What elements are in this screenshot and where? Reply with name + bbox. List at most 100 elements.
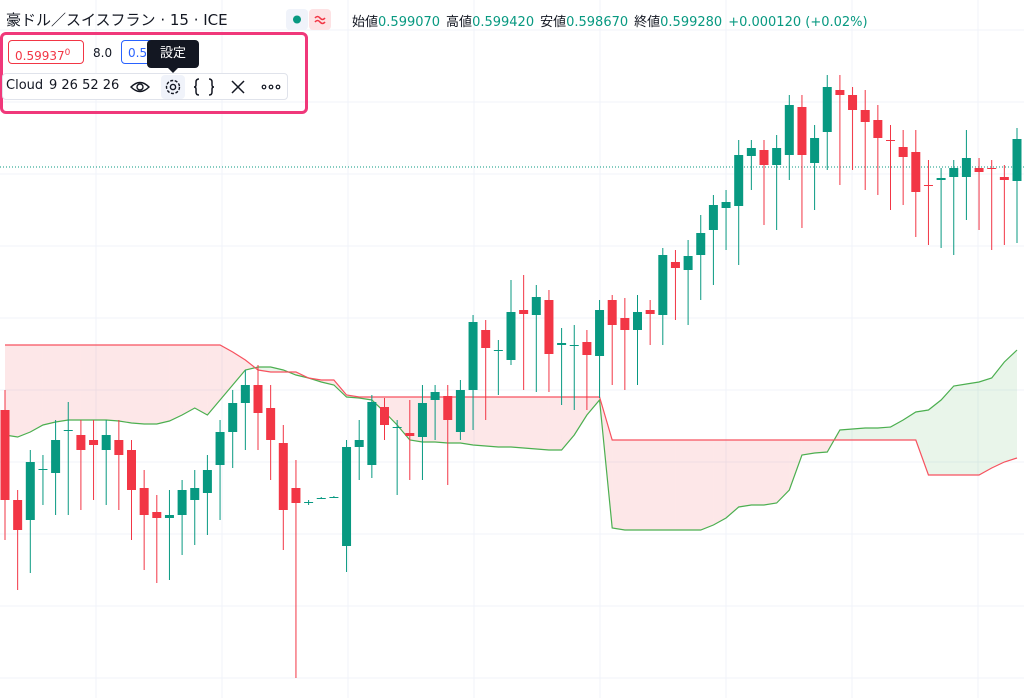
cloud-fill [675, 440, 689, 530]
tooltip-arrow [167, 67, 179, 73]
candle-body [443, 396, 453, 420]
cloud-line [5, 344, 1018, 476]
candle-body [430, 392, 440, 400]
candle-body [658, 255, 668, 315]
candle-body [76, 435, 86, 450]
cloud-line [4, 349, 1018, 531]
candle-body [936, 178, 946, 180]
indicator-params[interactable]: 9 26 52 26 [49, 78, 120, 93]
spread: 8.0 [93, 46, 113, 60]
candle-body [13, 500, 23, 530]
ohlc-values: 始値0.599070 高値0.599420 安値0.598670 終値0.599280… [352, 11, 868, 30]
cloud-fill [1004, 350, 1017, 462]
tooltip: 設定 [147, 40, 199, 68]
cloud-fill [852, 428, 866, 440]
delay-status[interactable] [309, 9, 331, 30]
cloud-fill [523, 397, 537, 449]
eye-icon[interactable] [130, 81, 150, 93]
candle-body [468, 322, 478, 390]
cloud-fill [662, 440, 676, 530]
cloud-fill [688, 440, 701, 530]
ohlc-label: 始値 [352, 15, 379, 30]
cloud-fill [182, 345, 195, 415]
candle-body [177, 490, 187, 515]
cloud-fill [80, 345, 94, 420]
candle-body [595, 310, 605, 356]
candle-body [822, 87, 832, 132]
candle-body [544, 300, 554, 354]
candle-body [620, 318, 630, 330]
indicator-name[interactable]: Cloud [6, 78, 44, 93]
candle-body [860, 110, 870, 122]
cloud-fill [979, 378, 992, 475]
candle-body [506, 312, 516, 360]
candle-body [848, 95, 858, 110]
cloud-fill [156, 345, 170, 424]
candle-body [240, 385, 250, 403]
candle-body [949, 168, 959, 177]
change: +0.000120 (+0.02%) [728, 15, 868, 30]
cloud-fill [207, 345, 221, 415]
cloud-fill [118, 345, 132, 423]
candle-body [519, 310, 529, 314]
candle-body [329, 497, 339, 498]
candle-body [202, 470, 212, 493]
sell-price-pip: 0 [64, 48, 71, 58]
cloud-fill [194, 345, 208, 415]
candle-body [190, 488, 200, 500]
candle-body [392, 427, 402, 428]
candle-body [670, 262, 680, 268]
settings-icon[interactable] [161, 75, 185, 99]
candle-body [784, 105, 794, 155]
candle-body [493, 350, 503, 351]
indicator-toolbar [130, 75, 281, 99]
candle-body [0, 410, 10, 500]
candle-body [683, 256, 693, 270]
candle-body [721, 202, 731, 208]
candle-body [797, 107, 807, 155]
cloud-fill [55, 345, 69, 422]
symbol-title[interactable]: 豪ドル／スイスフラン · 15 · ICE [6, 11, 228, 29]
candle-body [278, 443, 288, 510]
remove-icon[interactable] [231, 80, 245, 94]
candle-body [481, 330, 491, 348]
candle-body [114, 440, 124, 455]
candle-body [607, 300, 617, 325]
candle-body [367, 402, 377, 465]
cloud-fill [612, 440, 625, 530]
cloud-fill [536, 397, 549, 450]
ohlc-label: 安値 [540, 15, 567, 30]
sell-button[interactable]: 0.599370 [8, 40, 84, 64]
cloud-fill [498, 397, 511, 447]
candle-body [911, 152, 921, 192]
cloud-fill [991, 362, 1005, 468]
candle-body [1012, 139, 1022, 181]
candle-body [759, 150, 769, 165]
market-status[interactable] [286, 9, 308, 30]
source-code-icon[interactable] [193, 78, 215, 96]
cloud-fill [776, 440, 790, 503]
ohlc-value: 0.599070 [378, 15, 441, 30]
candle-body [152, 512, 162, 518]
candle-body [923, 185, 933, 186]
cloud-fill [839, 429, 853, 440]
cloud-fill [928, 400, 942, 475]
candle-body [63, 430, 73, 431]
candle-body [987, 168, 997, 169]
more-icon[interactable] [261, 84, 281, 90]
ohlc-value: 0.599280 [660, 15, 723, 30]
candle-body [89, 440, 99, 445]
candle-body [354, 440, 364, 447]
candle-body [873, 120, 883, 138]
candle-body [696, 233, 706, 255]
cloud-fill [789, 440, 802, 490]
cloud-fill [953, 384, 967, 475]
cloud-fill [637, 440, 651, 530]
candle-body [38, 469, 48, 470]
cloud-fill [68, 345, 81, 420]
cloud-fill [106, 345, 119, 421]
cloud-fill [93, 345, 107, 420]
cloud-fill [169, 345, 183, 421]
